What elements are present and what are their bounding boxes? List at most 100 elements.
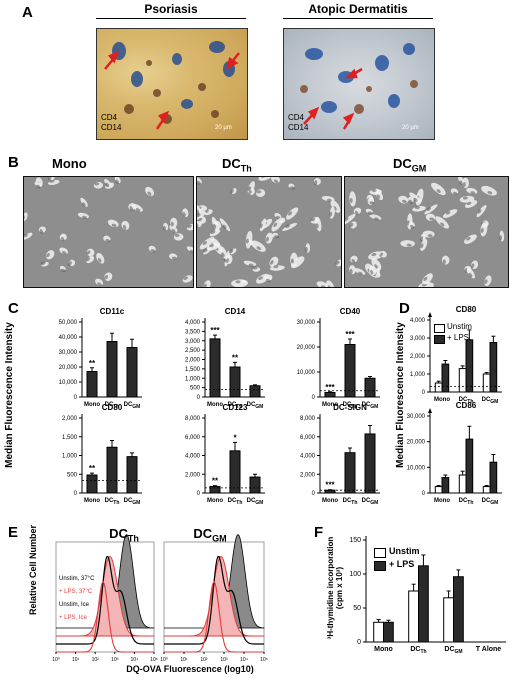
d-legend-lps: + LPS: [447, 333, 470, 342]
y-tick-label: 2,000: [300, 472, 316, 478]
curve-lps-ice: [56, 580, 154, 653]
panel-e-title-dcth: DCTh: [109, 526, 139, 544]
y-tick-label: 1,500: [185, 367, 201, 373]
mono-cells-image: [23, 176, 194, 288]
bar-dc-th: [465, 438, 474, 494]
category-label: DCTh: [459, 397, 474, 405]
y-tick-label: 0: [422, 491, 426, 497]
category-label: Mono: [207, 498, 223, 504]
panel-letter-e: E: [8, 524, 19, 541]
y-tick-label: 10,000: [407, 465, 426, 471]
f-legend-lps: + LPS: [389, 559, 415, 569]
category-label: Mono: [84, 498, 100, 504]
curve-unstim-ice: [56, 555, 154, 645]
panel-e-x-axis-label: DQ-OVA Fluorescence (log10): [126, 664, 254, 674]
bar-dc-th: [458, 474, 467, 494]
y-tick-label: 20,000: [59, 365, 78, 371]
significance-label: ***: [345, 330, 355, 339]
bar-dc-gm: [364, 433, 376, 494]
bar-mono: [434, 382, 443, 393]
bar-dc-gm: [489, 461, 498, 494]
category-label: T Alone: [476, 646, 502, 653]
y-tick-label: 2,000: [185, 358, 201, 364]
bar-mono: [383, 621, 394, 643]
y-tick-label: 100: [349, 571, 361, 578]
bar-mono: [209, 485, 221, 494]
x-tick-label: 10⁰: [160, 657, 168, 663]
x-tick-label: 10³: [111, 657, 119, 663]
y-tick-label: 2,000: [185, 472, 201, 478]
chart-c-cd80: 0 500 1,000 1,500 2,000 CD80 ** Mono DCTh DCGM: [62, 403, 142, 506]
y-tick-label: 6,000: [300, 435, 316, 441]
y-tick-label: 10,000: [297, 370, 316, 376]
chart-c-cd123: 0 2,000 4,000 6,000 8,000 CD123 ** Mono * DCTh DCG…: [185, 403, 265, 506]
histogram-164: 10⁰ 10¹ 10² 10³ 10⁴ 10⁵: [160, 533, 268, 663]
x-tick-label: 10⁵: [150, 657, 158, 663]
category-label: DCTh: [105, 498, 120, 506]
psoriasis-micrograph: CD4 CD14 20 µm: [96, 28, 248, 140]
y-tick-label: 6,000: [185, 435, 201, 441]
chart-d-cd80: 0 1,000 2,000 3,000 4,000 CD80 Mono DCTh DCGM: [410, 305, 502, 405]
bar-dc-th: [106, 341, 118, 398]
x-tick-label: 10³: [220, 657, 228, 663]
y-tick-label: 0: [197, 491, 201, 497]
bar-dc-gm: [489, 342, 498, 393]
bar-dc-th: [106, 446, 118, 494]
x-tick-label: 10²: [200, 657, 208, 663]
category-label: DCGM: [362, 402, 379, 410]
y-tick-label: 2,000: [410, 354, 426, 360]
y-tick-label: 2,000: [62, 416, 78, 422]
category-label: Mono: [322, 498, 338, 504]
panel-e-title-dcgm: DCGM: [193, 526, 227, 544]
y-tick-label: 1,000: [185, 376, 201, 382]
panel-b-title-dcgm: DCGM: [393, 156, 427, 174]
category-label: DCGM: [247, 498, 264, 506]
y-tick-label: 50: [353, 605, 361, 612]
atopic-legend-cd14: CD14: [288, 123, 309, 132]
psoriasis-legend-cd14: CD14: [101, 123, 122, 132]
y-tick-label: 30,000: [407, 414, 426, 420]
significance-label: **: [89, 464, 96, 473]
chart-title: CD123: [223, 403, 248, 412]
bar-dc-th: [229, 366, 241, 398]
chart-f-thy: 0 50 100 150 Mono DCTh DCGM T Alone: [349, 536, 506, 655]
category-label: DCGM: [247, 402, 264, 410]
category-label: DCGM: [362, 498, 379, 506]
panel-letter-f: F: [314, 524, 324, 541]
x-tick-label: 10¹: [180, 657, 188, 663]
bar-mono: [434, 486, 443, 494]
bar-dc-gm: [364, 377, 376, 398]
d-legend-unstim: Unstim: [447, 322, 472, 331]
y-axis-arrow: [428, 408, 432, 413]
bar-dc-th: [458, 368, 467, 393]
y-tick-label: 0: [312, 491, 316, 497]
x-tick-label: 10⁰: [52, 657, 60, 663]
category-label: DCGM: [444, 646, 462, 655]
bar-dc-gm: [249, 385, 261, 398]
atopic-dermatitis-micrograph: CD4 CD14 20 µm: [283, 28, 435, 140]
bar-dc-gm: [126, 456, 138, 494]
y-tick-label: 30,000: [59, 350, 78, 356]
panel-e-y-axis-label: Relative Cell Number: [28, 524, 38, 616]
bar-dc-gm: [126, 347, 138, 398]
chart-c-dcsign: 0 2,000 4,000 6,000 8,000 DC-SIGN *** Mono DCTh D…: [300, 403, 380, 506]
curve-lps-ice: [164, 580, 264, 653]
bar-dc-th: [229, 450, 241, 494]
y-tick-label: 500: [190, 386, 201, 392]
significance-label: ***: [210, 326, 220, 335]
curve-label-unstim-37: Unstim, 37°C: [59, 576, 95, 582]
chart-title: CD11c: [100, 307, 125, 316]
category-label: DCTh: [228, 402, 243, 410]
category-label: DCTh: [343, 402, 358, 410]
y-tick-label: 0: [312, 395, 316, 401]
bar-dc-gm: [482, 486, 491, 494]
chart-d-cd86: 0 10,000 20,000 30,000 CD86 Mono DCTh DCGM: [407, 401, 502, 506]
y-tick-label: 4,000: [185, 320, 201, 326]
atopic-legend-cd4: CD4: [288, 113, 305, 122]
bar-dc-gm: [482, 373, 491, 393]
y-tick-label: 30,000: [297, 320, 316, 326]
category-label: DCGM: [124, 498, 141, 506]
bar-dc-th: [344, 344, 356, 398]
bar-dc-th: [418, 565, 429, 643]
